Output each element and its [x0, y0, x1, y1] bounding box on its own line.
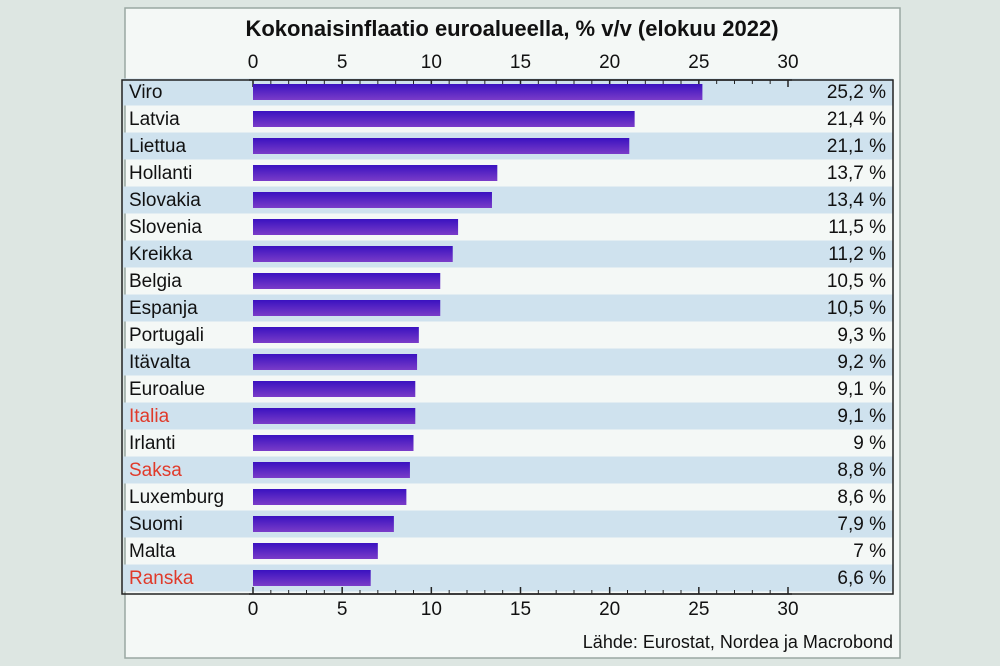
category-label: Euroalue	[129, 379, 205, 400]
bar	[253, 408, 416, 424]
row-band	[122, 240, 893, 268]
value-label: 8,8 %	[837, 460, 886, 481]
value-label: 9,2 %	[837, 352, 886, 373]
bar	[253, 165, 498, 181]
row-band	[122, 456, 893, 484]
bar	[253, 543, 378, 559]
tick-label: 10	[421, 52, 442, 73]
bar	[253, 273, 441, 289]
value-label: 25,2 %	[827, 82, 886, 103]
value-label: 10,5 %	[827, 271, 886, 292]
source-note: Lähde: Eurostat, Nordea ja Macrobond	[583, 632, 893, 652]
category-label: Belgia	[129, 271, 182, 292]
value-labels: 25,2 % 21,4 % 21,1 % 13,7 % 13,4 % 11,5 % 11,2…	[827, 82, 886, 589]
tick-label: 25	[688, 52, 709, 73]
row-band	[122, 510, 893, 538]
bar	[253, 435, 414, 451]
tick-label: 20	[599, 52, 620, 73]
tick-label: 5	[337, 599, 348, 620]
row-band	[122, 402, 893, 430]
chart-title: Kokonaisinflaatio euroalueella, % v/v (e…	[245, 16, 778, 41]
value-label: 10,5 %	[827, 298, 886, 319]
value-label: 13,7 %	[827, 163, 886, 184]
tick-label: 25	[688, 599, 709, 620]
row-band	[122, 564, 893, 592]
tick-label: 15	[510, 599, 531, 620]
tick-label: 5	[337, 52, 348, 73]
category-label: Viro	[129, 82, 162, 103]
bar	[253, 462, 410, 478]
bar	[253, 570, 371, 586]
bar	[253, 327, 419, 343]
value-label: 6,6 %	[837, 568, 886, 589]
category-label: Slovenia	[129, 217, 202, 238]
value-label: 7,9 %	[837, 514, 886, 535]
tick-label: 30	[777, 599, 798, 620]
category-label: Ranska	[129, 568, 194, 589]
category-label: Liettua	[129, 136, 186, 157]
x-axis-bottom: 0 5 10 15 20 25 30	[248, 587, 799, 620]
value-label: 21,1 %	[827, 136, 886, 157]
tick-label: 10	[421, 599, 442, 620]
category-label: Latvia	[129, 109, 180, 130]
value-label: 9,3 %	[837, 325, 886, 346]
bar	[253, 516, 394, 532]
tick-label: 20	[599, 599, 620, 620]
bar	[253, 84, 703, 100]
category-label: Suomi	[129, 514, 183, 535]
category-label: Kreikka	[129, 244, 193, 265]
value-label: 11,5 %	[828, 217, 886, 238]
category-label: Slovakia	[129, 190, 201, 211]
bar	[253, 111, 635, 127]
category-label: Italia	[129, 406, 170, 427]
tick-label: 0	[248, 52, 259, 73]
bar	[253, 138, 630, 154]
category-labels: Viro Latvia Liettua Hollanti Slovakia Sloveni…	[129, 82, 224, 589]
bar	[253, 219, 459, 235]
x-axis-top: 0 5 10 15 20 25 30	[248, 52, 799, 87]
bar	[253, 300, 441, 316]
value-label: 9 %	[853, 433, 886, 454]
category-label: Portugali	[129, 325, 204, 346]
value-label: 11,2 %	[828, 244, 886, 265]
value-label: 7 %	[853, 541, 886, 562]
bar	[253, 381, 416, 397]
bar	[253, 354, 418, 370]
value-label: 8,6 %	[837, 487, 886, 508]
tick-label: 0	[248, 599, 259, 620]
row-band	[122, 294, 893, 322]
bars	[253, 84, 703, 586]
category-label: Saksa	[129, 460, 182, 481]
row-bands	[122, 78, 893, 592]
value-label: 21,4 %	[827, 109, 886, 130]
category-label: Irlanti	[129, 433, 175, 454]
tick-label: 30	[777, 52, 798, 73]
value-label: 9,1 %	[837, 379, 886, 400]
bar	[253, 246, 453, 262]
category-label: Malta	[129, 541, 176, 562]
category-label: Itävalta	[129, 352, 191, 373]
tick-label: 15	[510, 52, 531, 73]
category-label: Espanja	[129, 298, 198, 319]
bar	[253, 489, 407, 505]
bar	[253, 192, 492, 208]
category-label: Luxemburg	[129, 487, 224, 508]
category-label: Hollanti	[129, 163, 192, 184]
value-label: 13,4 %	[827, 190, 886, 211]
value-label: 9,1 %	[837, 406, 886, 427]
row-band	[122, 348, 893, 376]
row-band	[122, 186, 893, 214]
